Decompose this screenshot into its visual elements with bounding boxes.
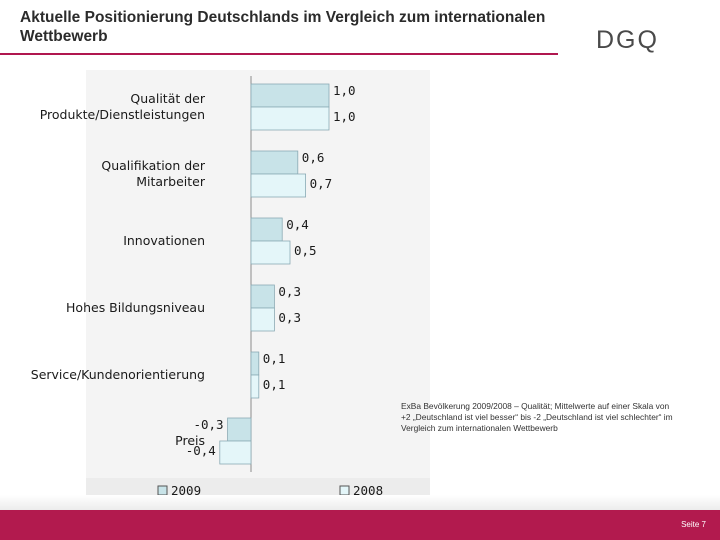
slide-title: Aktuelle Positionierung Deutschlands im … [20, 9, 546, 45]
footer-fade [0, 495, 720, 510]
bar-2009-4 [250, 284, 275, 309]
category-label-1-line-2: Produkte/Dienstleistungen [40, 107, 205, 122]
data-label-2008-5: 0,1 [263, 377, 286, 392]
data-label-2009-4: 0,3 [278, 284, 301, 299]
legend-label-2009: 2009 [171, 483, 201, 498]
category-label-3: Innovationen [123, 233, 205, 248]
category-label-6: Preis [175, 433, 205, 448]
plot-background [86, 70, 430, 498]
bar-2008-3 [250, 240, 291, 265]
legend-swatch-2008 [339, 485, 350, 496]
bar-2009-6 [227, 417, 252, 442]
bar-2009-5 [250, 351, 260, 376]
bar-2008-4 [250, 307, 275, 332]
data-label-2008-4: 0,3 [278, 310, 301, 325]
dgq-logo: DGQ [596, 26, 659, 54]
category-label-1-line-1: Qualität der [130, 91, 205, 106]
legend-swatch-2009 [157, 485, 168, 496]
title-divider [0, 53, 558, 55]
category-label-5: Service/Kundenorientierung [31, 367, 205, 382]
footer-bar: Seite 7 [0, 510, 720, 540]
data-label-2009-2: 0,6 [302, 150, 325, 165]
chart-footnote: ExBa Bevölkerung 2009/2008 – Qualität; M… [401, 401, 673, 433]
data-label-2008-2: 0,7 [310, 176, 333, 191]
data-label-2009-1: 1,0 [333, 83, 356, 98]
data-label-2009-5: 0,1 [263, 351, 286, 366]
page-number: Seite 7 [681, 520, 706, 529]
data-label-2009-6: -0,3 [193, 417, 223, 432]
category-label-4: Hohes Bildungsniveau [66, 300, 205, 315]
bar-2008-2 [250, 173, 306, 198]
bar-2008-5 [250, 374, 260, 399]
bar-2009-2 [250, 150, 299, 175]
bar-2008-1 [250, 106, 330, 131]
data-label-2008-6: -0,4 [186, 443, 216, 458]
bar-2009-3 [250, 217, 283, 242]
bar-chart: 1,0 0,6 0,4 0,3 0,1 -0,3 1,0 0,7 0,5 0,3 0,1 -0,4 Qu… [31, 70, 430, 498]
legend-label-2008: 2008 [353, 483, 383, 498]
category-label-2-line-2: Mitarbeiter [136, 174, 206, 189]
data-label-2009-3: 0,4 [286, 217, 309, 232]
data-label-2008-3: 0,5 [294, 243, 317, 258]
category-label-2-line-1: Qualifikation der [101, 158, 205, 173]
data-label-2008-1: 1,0 [333, 109, 356, 124]
bar-2008-6 [219, 440, 252, 465]
bar-2009-1 [250, 83, 330, 108]
